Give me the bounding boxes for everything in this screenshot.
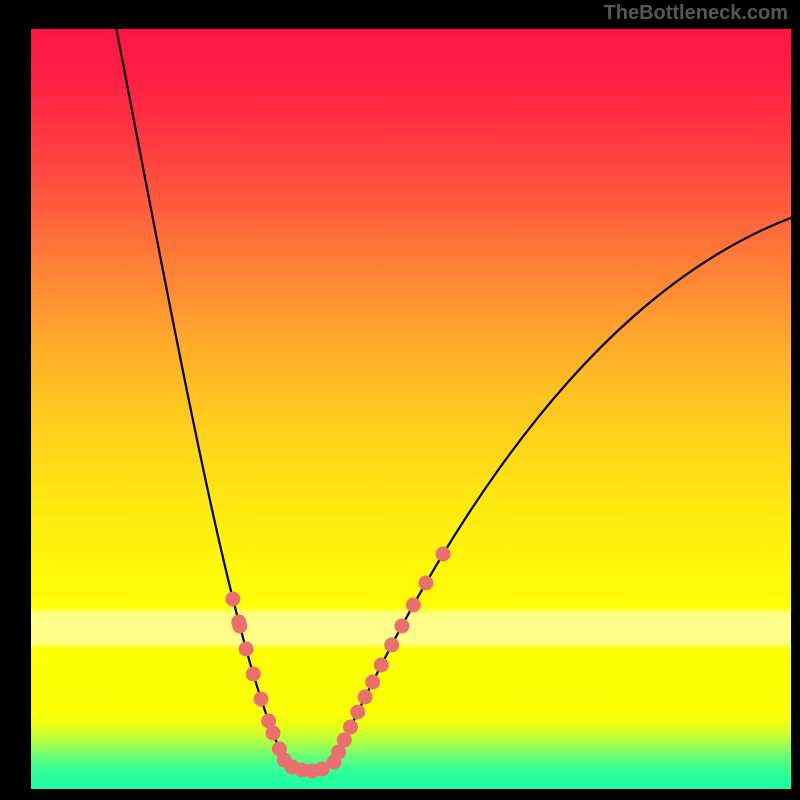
data-point	[350, 705, 365, 720]
data-point	[374, 658, 389, 673]
data-point	[315, 762, 330, 777]
data-point	[436, 547, 451, 562]
data-point	[365, 675, 380, 690]
data-point	[406, 598, 421, 613]
curve-left	[116, 29, 286, 764]
data-point	[246, 667, 261, 682]
data-point	[384, 638, 399, 653]
data-point	[266, 726, 281, 741]
data-point	[232, 619, 247, 634]
watermark-text: TheBottleneck.com	[604, 2, 788, 25]
data-point	[343, 720, 358, 735]
curve-right	[333, 217, 791, 764]
data-point	[418, 576, 433, 591]
data-markers	[225, 547, 450, 779]
data-point	[225, 592, 240, 607]
data-point	[239, 642, 254, 657]
chart-area	[31, 29, 791, 789]
curves-layer	[31, 29, 791, 789]
data-point	[358, 690, 373, 705]
data-point	[394, 619, 409, 634]
data-point	[254, 692, 269, 707]
